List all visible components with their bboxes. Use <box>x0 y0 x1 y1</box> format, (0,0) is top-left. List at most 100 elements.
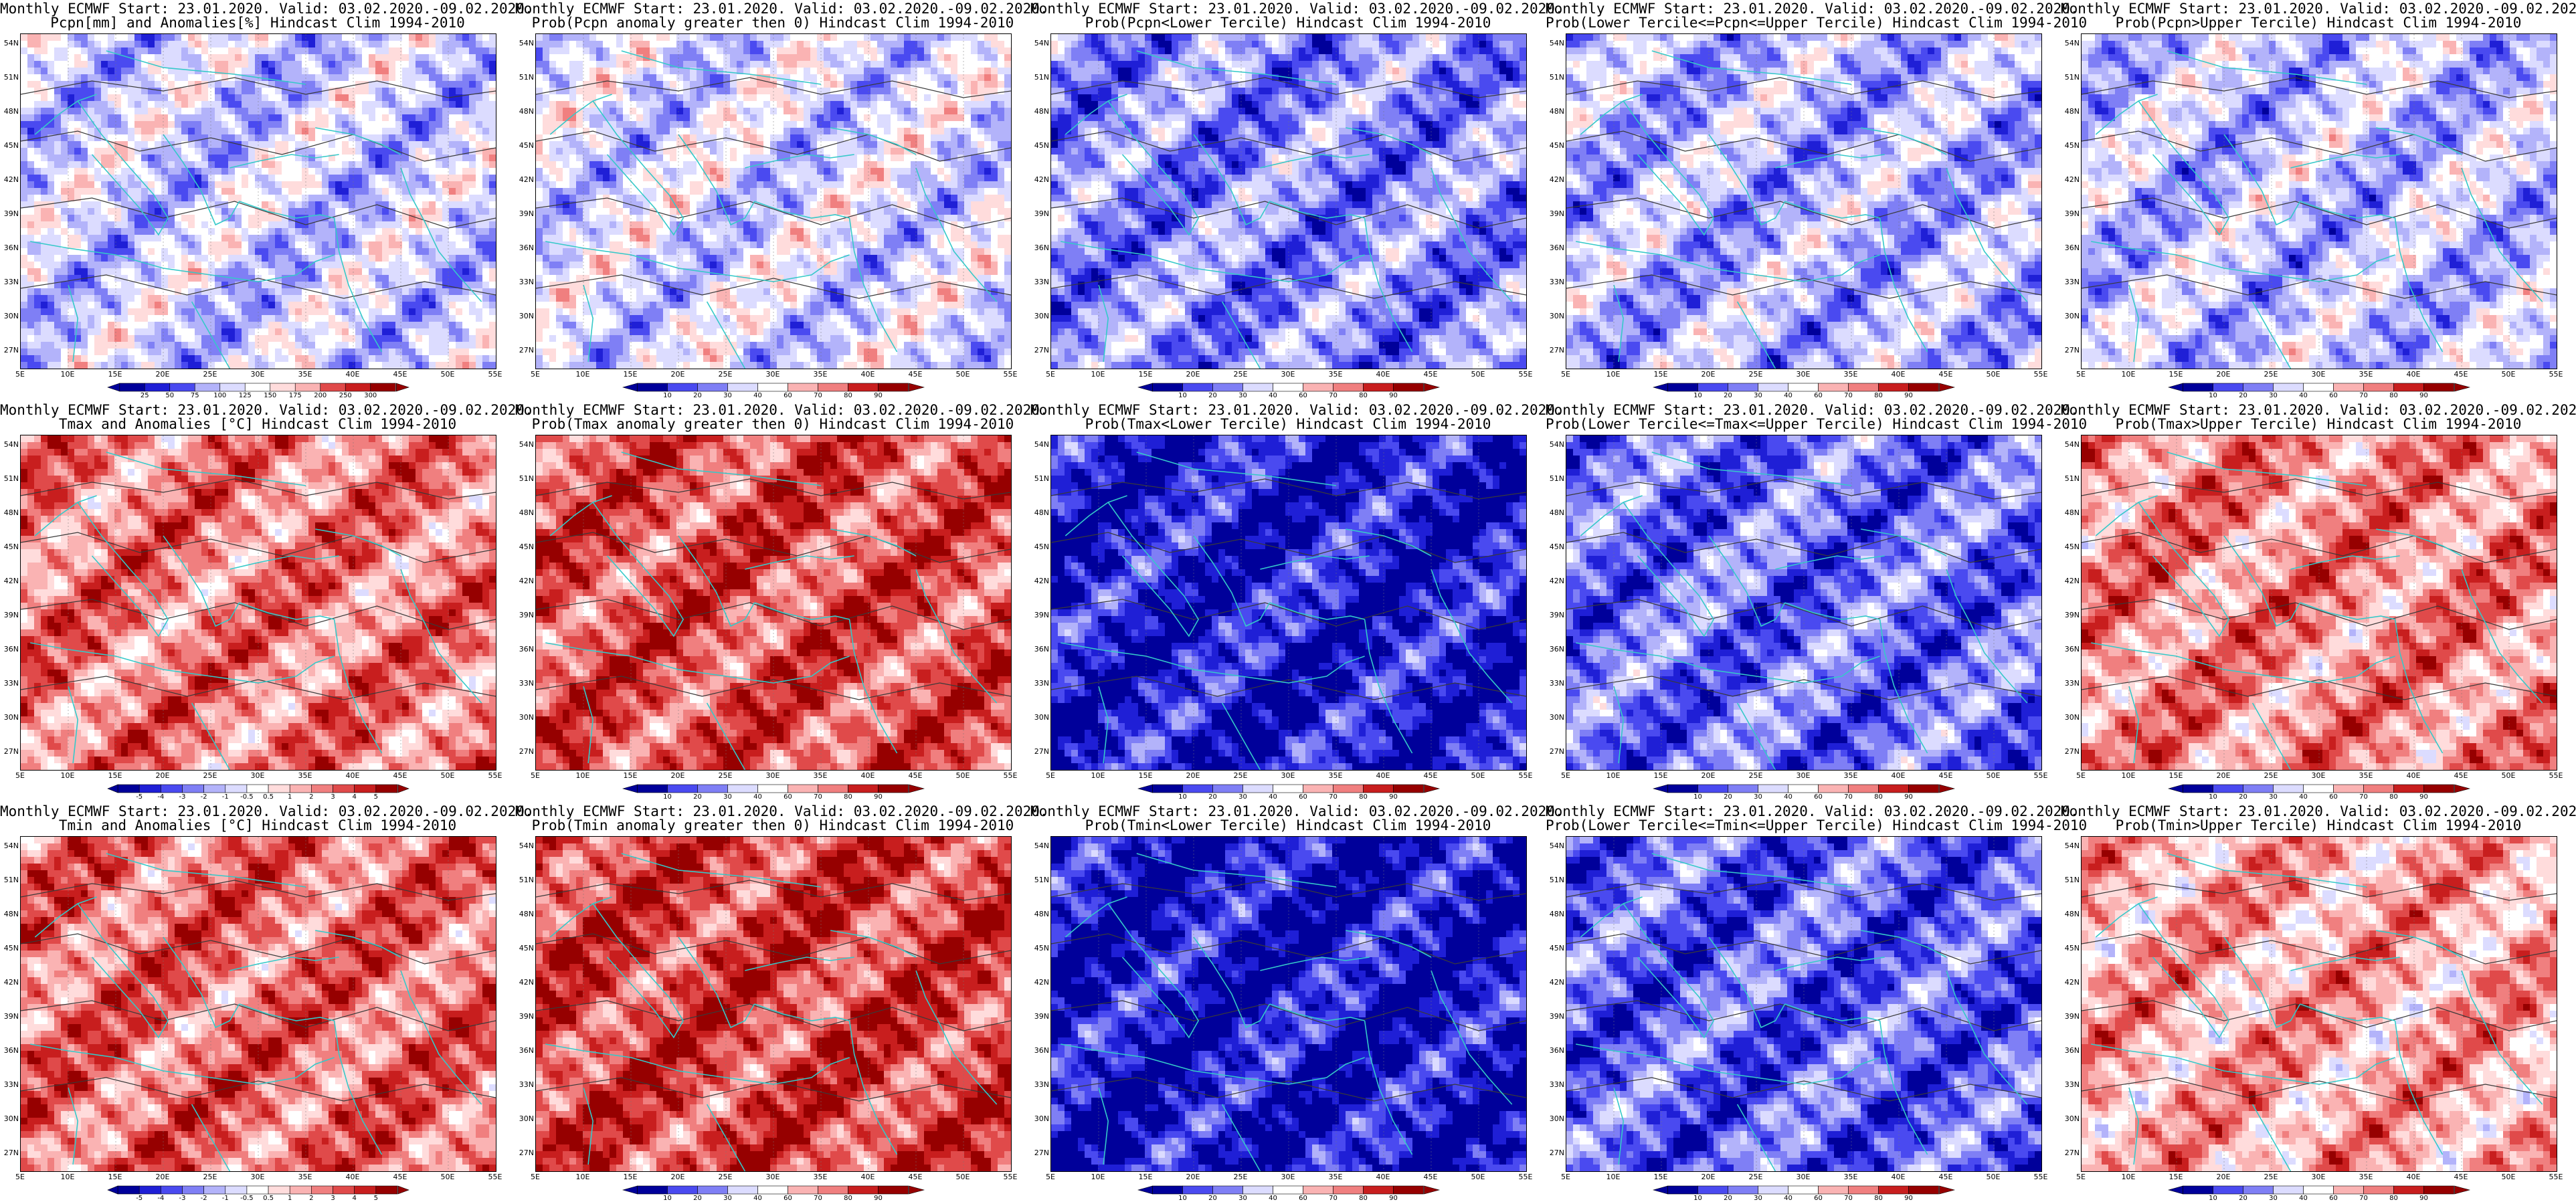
latitude-tick-label: 36N <box>1 645 19 654</box>
colorbar-swatch <box>2183 1185 2213 1195</box>
coastline <box>1364 1020 1413 1155</box>
latitude-tick-label: 27N <box>1547 346 1564 355</box>
colorbar-tick-label: 0.5 <box>260 793 276 801</box>
latitude-tick-label: 33N <box>1032 1080 1049 1089</box>
longitude-tick-label: 45E <box>1936 370 1956 379</box>
colorbar-tick-label: 60 <box>2326 392 2342 399</box>
contour-line <box>21 933 496 965</box>
panel-title-line-2: Tmin and Anomalies [°C] Hindcast Clim 19… <box>0 818 515 833</box>
colorbar-tick-label: 40 <box>1265 793 1281 801</box>
colorbar-swatch <box>1697 784 1728 793</box>
coastline <box>2461 569 2543 704</box>
coastline <box>1613 1087 1625 1165</box>
latitude-tick-label: 39N <box>517 611 534 619</box>
colorbar-swatch <box>117 784 140 793</box>
colorbar-tick-label: 80 <box>840 793 856 801</box>
contour-line <box>21 1000 496 1031</box>
forecast-map-canvas <box>2082 435 2557 770</box>
colorbar-tick-label: 10 <box>660 392 676 399</box>
colorbar-tick-label: 80 <box>2386 1195 2402 1202</box>
latitude-tick-label: 39N <box>1547 1012 1564 1021</box>
colorbar-legend <box>1137 383 1440 392</box>
coastline <box>2394 619 2444 754</box>
longitude-tick-label: 15E <box>1135 771 1156 780</box>
contour-line <box>536 197 1011 229</box>
colorbar-swatch <box>2183 383 2213 392</box>
latitude-tick-label: 48N <box>2062 508 2080 517</box>
colorbar-tick-label: 30 <box>1750 392 1766 399</box>
coastline <box>400 970 482 1105</box>
colorbar-tick-label: 20 <box>1720 1195 1736 1202</box>
colorbar-swatch <box>1393 1185 1424 1195</box>
contour-line <box>21 130 496 162</box>
latitude-tick-label: 36N <box>2062 645 2080 654</box>
colorbar-tick-label: -4 <box>153 1195 169 1202</box>
colorbar-tick-label: 30 <box>2266 392 2282 399</box>
colorbar-max-arrow <box>1424 383 1440 392</box>
colorbar-swatch <box>697 784 728 793</box>
colorbar-swatch <box>667 383 698 392</box>
colorbar-swatch <box>878 383 909 392</box>
colorbar-swatch <box>1243 383 1273 392</box>
coastline <box>400 167 482 302</box>
latitude-tick-label: 51N <box>2062 73 2080 82</box>
coastline <box>1708 134 1786 226</box>
latitude-tick-label: 27N <box>1032 1148 1049 1157</box>
longitude-tick-label: 5E <box>10 370 30 379</box>
forecast-map-panel: Monthly ECMWF Start: 23.01.2020. Valid: … <box>1030 0 1564 401</box>
colorbar-tick-label: -3 <box>175 1195 191 1202</box>
longitude-tick-label: 45E <box>905 1173 925 1181</box>
longitude-tick-label: 45E <box>1420 370 1441 379</box>
panel-title-line-1: Monthly ECMWF Start: 23.01.2020. Valid: … <box>515 1 1048 17</box>
latitude-tick-label: 36N <box>2062 1046 2080 1055</box>
latitude-tick-label: 33N <box>517 278 534 286</box>
colorbar-tick-label: -2 <box>196 793 212 801</box>
colorbar-tick-label: 70 <box>1325 392 1342 399</box>
colorbar-swatch <box>2393 784 2424 793</box>
longitude-tick-label: 20E <box>668 370 688 379</box>
contour-line <box>1051 599 1526 630</box>
latitude-tick-label: 30N <box>1032 312 1049 320</box>
colorbar-tick-label: 80 <box>1356 793 1372 801</box>
latitude-tick-label: 42N <box>1 175 19 184</box>
colorbar-tick-label: 80 <box>2386 793 2402 801</box>
forecast-map-panel: Monthly ECMWF Start: 23.01.2020. Valid: … <box>0 401 533 803</box>
colorbar-swatch <box>878 1185 909 1195</box>
colorbar-swatch <box>203 784 226 793</box>
panel-title-line-2: Prob(Lower Tercile<=Tmax<=Upper Tercile)… <box>1546 417 2087 432</box>
coastline <box>2376 528 2462 557</box>
forecast-map-canvas <box>21 435 496 770</box>
contour-line <box>2082 880 2557 901</box>
colorbar-swatch <box>1152 383 1183 392</box>
colorbar-tick-label: -5 <box>131 1195 147 1202</box>
coastline <box>1193 936 1271 1029</box>
colorbar-swatch <box>375 1185 398 1195</box>
colorbar-tick-label: 10 <box>2205 1195 2221 1202</box>
latitude-tick-label: 27N <box>1 1148 19 1157</box>
colorbar-tick-label: 20 <box>1720 392 1736 399</box>
colorbar-swatch <box>333 1185 355 1195</box>
coastline <box>229 555 339 570</box>
colorbar-swatch <box>2333 784 2364 793</box>
colorbar-swatch <box>1818 383 1849 392</box>
latitude-tick-label: 51N <box>1547 474 1564 483</box>
coastline <box>830 127 917 155</box>
forecast-map <box>2081 435 2557 771</box>
latitude-tick-label: 51N <box>1032 474 1049 483</box>
colorbar-min-arrow <box>107 784 118 793</box>
panel-title-line-1: Monthly ECMWF Start: 23.01.2020. Valid: … <box>515 403 1048 418</box>
coastline <box>1861 528 1947 557</box>
contour-line <box>536 1000 1011 1031</box>
colorbar-tick-label: 40 <box>2296 793 2312 801</box>
coastline <box>2290 154 2400 169</box>
longitude-tick-label: 35E <box>1841 370 1861 379</box>
latitude-tick-label: 54N <box>1032 39 1049 47</box>
longitude-tick-label: 35E <box>295 771 315 780</box>
coastline <box>1861 930 1947 958</box>
colorbar-swatch <box>1758 784 1788 793</box>
colorbar-tick-label: 90 <box>1386 793 1402 801</box>
panel-title-line-2: Prob(Tmin<Lower Tercile) Hindcast Clim 1… <box>1030 818 1546 833</box>
longitude-tick-label: 55E <box>485 370 505 379</box>
colorbar-swatch <box>320 383 346 392</box>
